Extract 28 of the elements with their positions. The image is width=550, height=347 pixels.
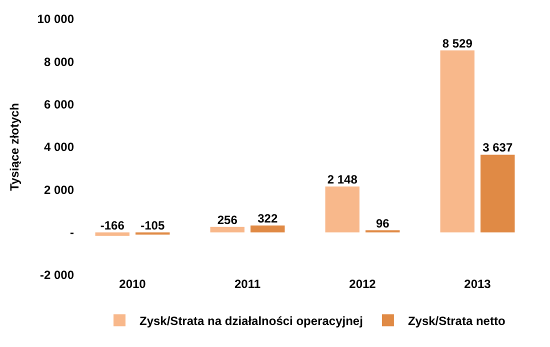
data-label: 2 148 — [327, 172, 358, 187]
y-axis-title: Tysiące złotych — [8, 103, 22, 191]
legend-label: Zysk/Strata na działalności operacyjnej — [140, 314, 363, 328]
y-tick-label: 4 000 — [44, 140, 74, 154]
bar — [210, 226, 244, 232]
bar — [95, 232, 130, 236]
y-tick-label: 6 000 — [44, 98, 74, 112]
data-label: 96 — [376, 216, 390, 230]
bar — [325, 186, 360, 232]
x-tick-label: 2010 — [119, 277, 146, 291]
y-tick-label: 2 000 — [44, 182, 74, 197]
x-tick-label: 2012 — [349, 277, 376, 291]
y-tick-label: - — [70, 226, 74, 240]
y-tick-label: 10 000 — [37, 12, 74, 26]
data-label: 3 637 — [482, 140, 513, 155]
legend-label: Zysk/Strata netto — [408, 314, 506, 328]
data-label: 8 529 — [442, 36, 473, 50]
y-tick-label: -2 000 — [40, 268, 74, 282]
x-tick-label: 2011 — [234, 277, 261, 291]
bar — [480, 154, 515, 232]
data-label: -166 — [100, 218, 125, 232]
data-label: 256 — [217, 212, 238, 227]
bar — [440, 50, 474, 232]
data-label: -105 — [140, 218, 165, 232]
y-tick-label: 8 000 — [44, 54, 74, 69]
data-label: 322 — [258, 211, 278, 226]
bar — [250, 225, 285, 232]
x-tick-label: 2013 — [464, 277, 492, 291]
